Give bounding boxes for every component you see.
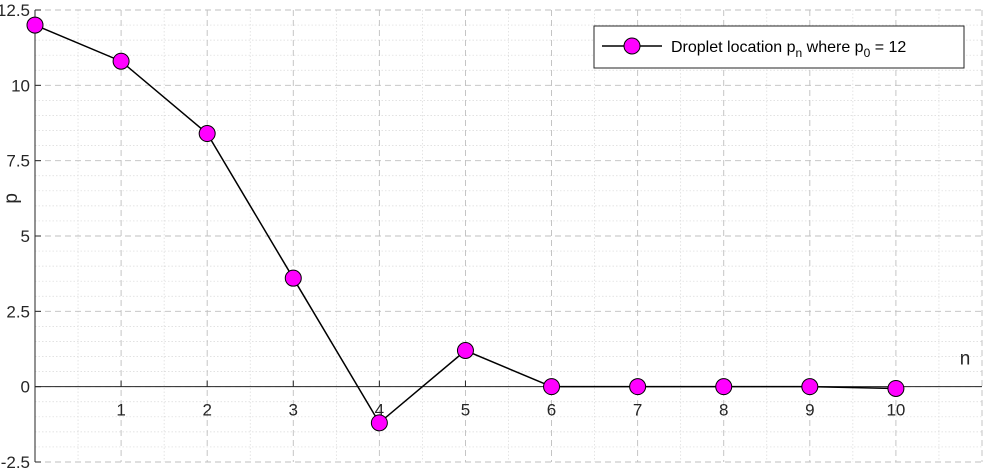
y-tick-label: 2.5 (6, 302, 30, 321)
data-point-marker (543, 378, 561, 396)
y-axis-label: p (1, 193, 22, 204)
legend-entry-text: Droplet location pn where p0 = 12 (671, 39, 906, 60)
x-tick-label: 3 (289, 401, 298, 420)
x-tick-label: 7 (633, 401, 642, 420)
legend-marker-sample (623, 37, 641, 55)
y-tick-label: 0 (21, 378, 30, 397)
x-tick-label: 6 (547, 401, 556, 420)
x-tick-label: 10 (886, 401, 905, 420)
y-tick-label: -2.5 (1, 453, 30, 472)
data-point-marker (456, 342, 474, 360)
x-tick-label: 1 (116, 401, 125, 420)
x-tick-label: 2 (202, 401, 211, 420)
legend-subscript-n: n (796, 46, 803, 60)
data-point-marker (26, 16, 44, 34)
data-point-marker (112, 52, 130, 70)
x-tick-label: 4 (375, 401, 384, 420)
data-point-marker (370, 414, 388, 432)
x-axis-label: n (960, 349, 971, 370)
y-tick-label: 10 (11, 76, 30, 95)
y-tick-label: 12.5 (0, 1, 30, 20)
legend-box (593, 25, 965, 69)
data-point-marker (801, 378, 819, 396)
legend: Droplet location pn where p0 = 12 (593, 25, 965, 69)
minor-grid (35, 10, 982, 462)
data-point-marker (284, 269, 302, 287)
x-tick-label: 5 (461, 401, 470, 420)
x-tick-label: 9 (805, 401, 814, 420)
legend-text-end: = 12 (870, 39, 906, 56)
data-point-marker (887, 379, 905, 397)
data-point-marker (198, 125, 216, 143)
y-tick-label: 5 (21, 227, 30, 246)
legend-text-main: Droplet location p (671, 39, 796, 56)
series-layer (26, 16, 905, 432)
data-point-marker (629, 378, 647, 396)
data-point-marker (715, 378, 733, 396)
legend-text-mid: where p (802, 39, 863, 56)
y-ticks: -2.5 0 2.5 5 7.5 10 12.5 (0, 1, 41, 472)
legend-subscript-0: 0 (864, 46, 871, 60)
x-tick-label: 8 (719, 401, 728, 420)
y-tick-label: 7.5 (6, 152, 30, 171)
